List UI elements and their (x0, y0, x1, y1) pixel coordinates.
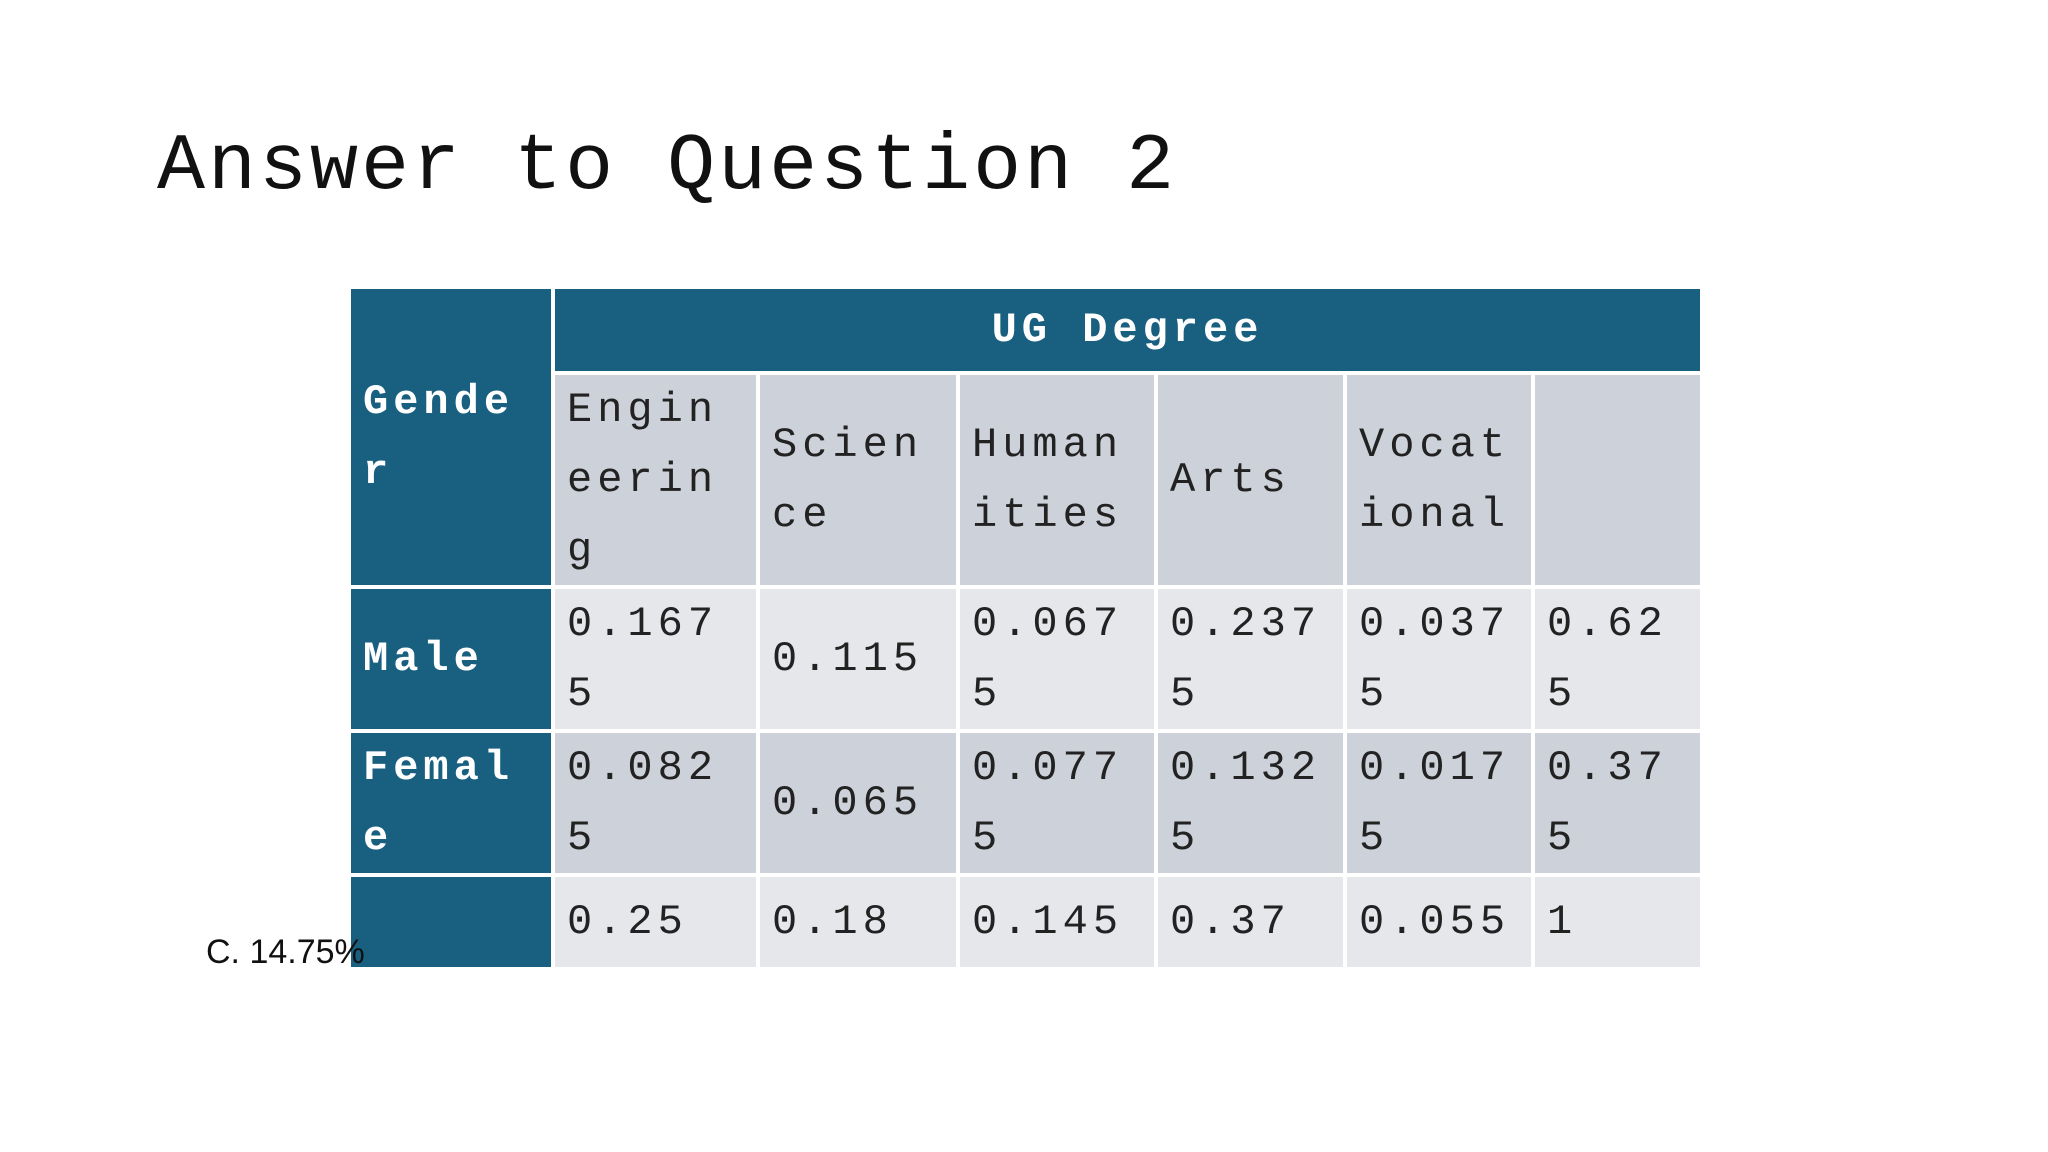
column-header: Vocational (1343, 371, 1535, 589)
cell: 0.25 (551, 873, 760, 971)
corner-header: Gender (347, 285, 555, 589)
row-header-text: Male (363, 635, 484, 683)
cell-text: 0.145 (972, 898, 1124, 946)
row-header-text: Female (363, 744, 515, 862)
cell-text: 0.1325 (1170, 744, 1322, 862)
data-table: Gender UG Degree Engineering Science Humanit… (347, 285, 1704, 971)
cell: 0.145 (956, 873, 1158, 971)
cell: 0.0375 (1343, 585, 1535, 733)
header-row: Gender UG Degree (347, 285, 1704, 589)
cell: 0.2375 (1154, 585, 1347, 733)
cell: 0.115 (756, 585, 960, 733)
cell: 0.37 (1154, 873, 1347, 971)
cell: 0.0675 (956, 585, 1158, 733)
corner-header-text: Gender (363, 378, 515, 496)
cell-text: 0.1675 (567, 600, 719, 718)
cell: 0.375 (1531, 729, 1704, 877)
cell-text: 0.37 (1170, 898, 1291, 946)
data-row: Male 0.1675 0.115 0.0675 0.2375 0.0375 0.625 (347, 585, 1704, 733)
cell: 0.065 (756, 729, 960, 877)
cell-text: 0.18 (772, 898, 893, 946)
cell-text: 0.375 (1547, 744, 1668, 862)
slide-title: Answer to Question 2 (157, 122, 1178, 213)
cell-text: 0.055 (1359, 898, 1511, 946)
column-header-text: Science (772, 421, 924, 539)
column-header: Engineering (551, 371, 760, 589)
column-header-text: Arts (1170, 456, 1291, 504)
row-header: Male (347, 585, 555, 733)
row-header (347, 873, 555, 971)
column-header-row: Engineering Science Humanities Arts Vocation… (349, 371, 1704, 589)
cell-text: 0.065 (772, 779, 924, 827)
group-header: UG Degree (551, 285, 1704, 375)
group-header-text: UG Degree (991, 306, 1264, 354)
note: C. 14.75% (206, 933, 365, 971)
cell-text: 0.0825 (567, 744, 719, 862)
column-header: Humanities (956, 371, 1158, 589)
cell: 0.18 (756, 873, 960, 971)
cell-text: 0.0375 (1359, 600, 1511, 718)
cell: 0.0175 (1343, 729, 1535, 877)
cell: 0.625 (1531, 585, 1704, 733)
cell: 0.0825 (551, 729, 760, 877)
column-header-text: Humanities (972, 421, 1124, 539)
data-row: 0.25 0.18 0.145 0.37 0.055 1 (347, 873, 1704, 971)
cell-text: 0.625 (1547, 600, 1668, 718)
row-header: Female (347, 729, 555, 877)
cell-text: 0.0775 (972, 744, 1124, 862)
cell: 0.0775 (956, 729, 1158, 877)
cell-text: 0.2375 (1170, 600, 1322, 718)
cell: 0.1675 (551, 585, 760, 733)
column-header (1531, 371, 1704, 589)
cell: 0.055 (1343, 873, 1535, 971)
cell-text: 0.25 (567, 898, 688, 946)
data-row: Female 0.0825 0.065 0.0775 0.1325 0.0175 0.375 (347, 729, 1704, 877)
cell: 1 (1531, 873, 1704, 971)
cell-text: 1 (1547, 898, 1578, 946)
column-header: Arts (1154, 371, 1347, 589)
column-header: Science (756, 371, 960, 589)
cell-text: 0.115 (772, 635, 924, 683)
cell: 0.1325 (1154, 729, 1347, 877)
column-header-text: Vocational (1359, 421, 1511, 539)
column-header-text: Engineering (567, 386, 719, 574)
cell-text: 0.0675 (972, 600, 1124, 718)
cell-text: 0.0175 (1359, 744, 1511, 862)
